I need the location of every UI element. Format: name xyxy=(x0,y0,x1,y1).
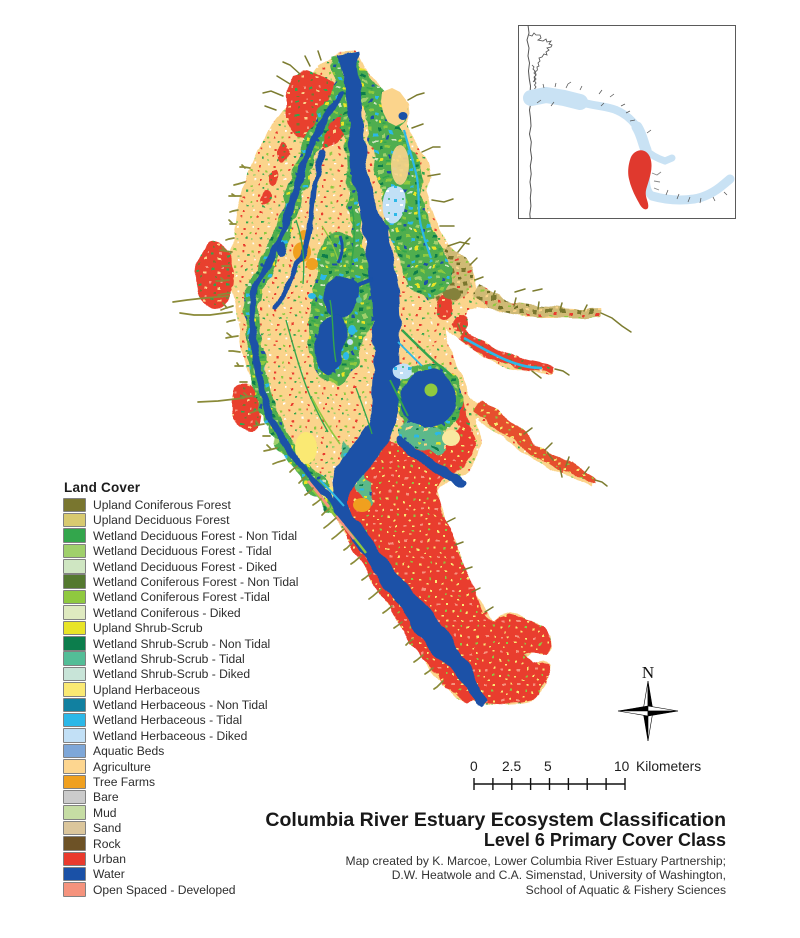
svg-text:N: N xyxy=(642,663,654,682)
